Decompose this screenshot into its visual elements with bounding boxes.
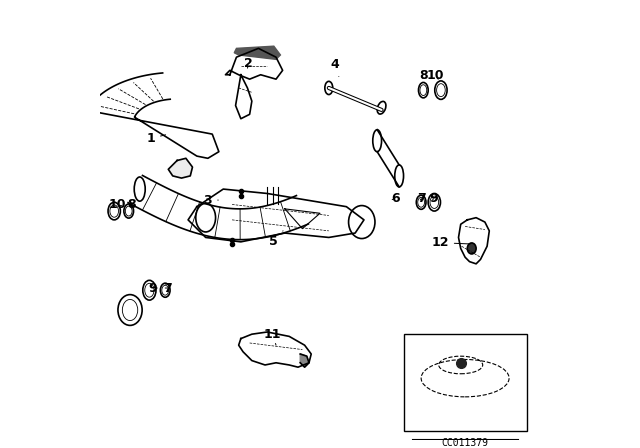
Text: 9: 9	[148, 281, 157, 294]
Polygon shape	[168, 158, 193, 178]
Text: 7: 7	[417, 192, 426, 205]
FancyBboxPatch shape	[404, 334, 527, 431]
Text: 7: 7	[163, 281, 172, 294]
Text: 8: 8	[127, 198, 136, 211]
Polygon shape	[234, 46, 280, 60]
Text: 10: 10	[426, 69, 444, 82]
Text: 1: 1	[147, 132, 166, 145]
Text: 9: 9	[429, 192, 438, 205]
Text: 11: 11	[264, 327, 281, 345]
Text: 12: 12	[431, 236, 470, 249]
Text: 8: 8	[419, 69, 428, 82]
Text: 3: 3	[204, 194, 218, 207]
Text: CC011379: CC011379	[442, 438, 488, 448]
Text: 2: 2	[244, 57, 253, 70]
Ellipse shape	[467, 243, 476, 254]
Text: 10: 10	[109, 198, 127, 211]
Text: 5: 5	[269, 231, 283, 248]
Text: 4: 4	[330, 58, 339, 77]
Polygon shape	[300, 354, 309, 367]
Text: 6: 6	[391, 192, 400, 205]
